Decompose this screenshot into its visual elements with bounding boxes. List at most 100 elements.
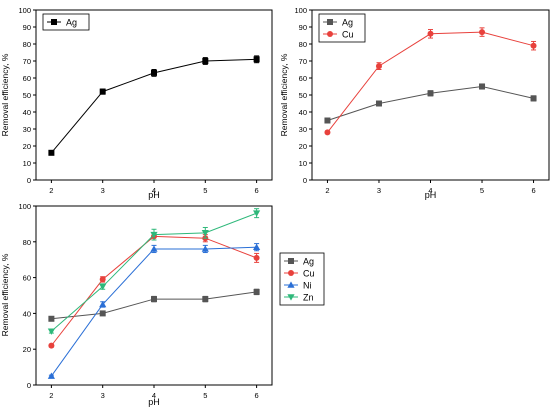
data-point xyxy=(99,283,107,291)
x-tick-label: 4 xyxy=(152,391,156,400)
data-point xyxy=(99,276,106,283)
y-tick-label: 80 xyxy=(23,238,31,247)
legend-label: Ag xyxy=(66,18,77,28)
data-point xyxy=(202,58,209,64)
data-point xyxy=(253,56,260,63)
y-tick-label: 40 xyxy=(299,108,307,117)
data-point xyxy=(253,210,261,217)
data-point xyxy=(530,95,537,102)
y-tick-label: 60 xyxy=(299,74,307,83)
series-ag xyxy=(48,55,260,156)
x-axis-label: pH xyxy=(148,397,160,407)
y-tick-label: 30 xyxy=(299,125,307,134)
data-point xyxy=(202,296,209,303)
data-point xyxy=(48,315,55,322)
x-tick-label: 3 xyxy=(101,186,105,195)
data-point xyxy=(253,243,261,250)
legend-label: Cu xyxy=(342,30,354,40)
y-tick-label: 100 xyxy=(294,6,307,15)
data-point xyxy=(47,372,55,379)
data-point xyxy=(253,288,260,295)
chart-3: 0 20 40 60 80 100 2 3 4 5 6 pH Removal efficiency, %… xyxy=(0,202,325,407)
series-ag xyxy=(324,83,537,124)
data-point xyxy=(99,88,106,95)
legend-label: Cu xyxy=(303,269,315,279)
x-tick-label: 6 xyxy=(255,186,259,195)
legend-marker xyxy=(287,294,295,301)
y-tick-label: 100 xyxy=(18,202,31,211)
y-tick-label: 20 xyxy=(23,345,31,354)
y-axis-label: Removal efficiency, % xyxy=(0,253,10,336)
data-point xyxy=(99,300,107,308)
legend-marker xyxy=(327,19,333,25)
legend-box xyxy=(42,13,90,31)
data-point xyxy=(530,42,537,49)
data-point xyxy=(47,328,55,335)
data-point xyxy=(201,230,209,237)
series-ni xyxy=(47,243,261,379)
x-tick-label: 4 xyxy=(428,186,432,195)
data-point xyxy=(324,117,331,124)
x-axis-label: pH xyxy=(148,190,160,200)
data-point xyxy=(479,29,486,36)
series-ag xyxy=(48,288,260,322)
data-point xyxy=(150,231,158,239)
y-tick-label: 0 xyxy=(303,176,307,185)
legend-label: Ag xyxy=(303,257,314,267)
y-tick-label: 80 xyxy=(23,40,31,49)
x-tick-label: 3 xyxy=(101,391,105,400)
y-tick-label: 30 xyxy=(23,125,31,134)
y-tick-label: 20 xyxy=(23,142,31,151)
data-point xyxy=(150,245,158,252)
x-tick-label: 6 xyxy=(531,186,535,195)
legend-box xyxy=(279,252,325,306)
data-point xyxy=(48,149,55,156)
data-point xyxy=(427,90,434,97)
legend-marker xyxy=(327,31,333,37)
y-tick-label: 100 xyxy=(18,6,31,15)
y-tick-label: 50 xyxy=(299,91,307,100)
y-tick-label: 90 xyxy=(23,23,31,32)
x-tick-label: 5 xyxy=(203,186,207,195)
data-point xyxy=(201,245,209,252)
y-tick-label: 50 xyxy=(23,91,31,100)
chart-1: 0 10 20 30 40 50 60 70 80 90 100 2 3 4 5 6 pH Removal eff… xyxy=(0,6,273,200)
data-point xyxy=(375,100,382,107)
y-tick-label: 60 xyxy=(23,74,31,83)
x-tick-label: 2 xyxy=(49,391,53,400)
x-tick-label: 3 xyxy=(377,186,381,195)
x-axis-label: pH xyxy=(425,190,437,200)
series-zn xyxy=(47,208,261,335)
x-tick-label: 4 xyxy=(152,186,156,195)
data-point xyxy=(151,296,157,303)
x-tick-label: 6 xyxy=(255,391,259,400)
series-cu xyxy=(324,27,537,136)
legend-marker xyxy=(287,281,295,288)
y-tick-label: 10 xyxy=(299,159,307,168)
legend-label: Ag xyxy=(342,18,353,28)
y-tick-label: 0 xyxy=(27,176,31,185)
data-point xyxy=(48,342,55,349)
legend-label: Zn xyxy=(303,293,314,303)
legend-label: Ni xyxy=(303,281,312,291)
y-tick-label: 40 xyxy=(23,309,31,318)
x-tick-label: 5 xyxy=(480,186,484,195)
y-tick-label: 90 xyxy=(299,23,307,32)
y-tick-label: 10 xyxy=(23,159,31,168)
data-point xyxy=(479,83,486,90)
y-tick-label: 70 xyxy=(23,57,31,66)
chart-2: 0 10 20 30 40 50 60 70 80 90 100 2 3 4 5 6 pH Removal eff… xyxy=(279,6,550,200)
series-line xyxy=(327,31,534,133)
y-axis-label: Removal efficiency, % xyxy=(0,53,10,136)
y-axis-label: Removal efficiency, % xyxy=(279,53,289,136)
x-tick-label: 2 xyxy=(325,186,329,195)
y-tick-label: 70 xyxy=(299,57,307,66)
y-tick-label: 60 xyxy=(23,274,31,283)
y-tick-label: 0 xyxy=(27,381,31,390)
legend-marker xyxy=(288,258,294,264)
data-point xyxy=(151,69,157,76)
data-point xyxy=(99,310,106,317)
data-point xyxy=(324,129,331,136)
y-tick-label: 40 xyxy=(23,108,31,117)
series-line xyxy=(50,246,257,377)
